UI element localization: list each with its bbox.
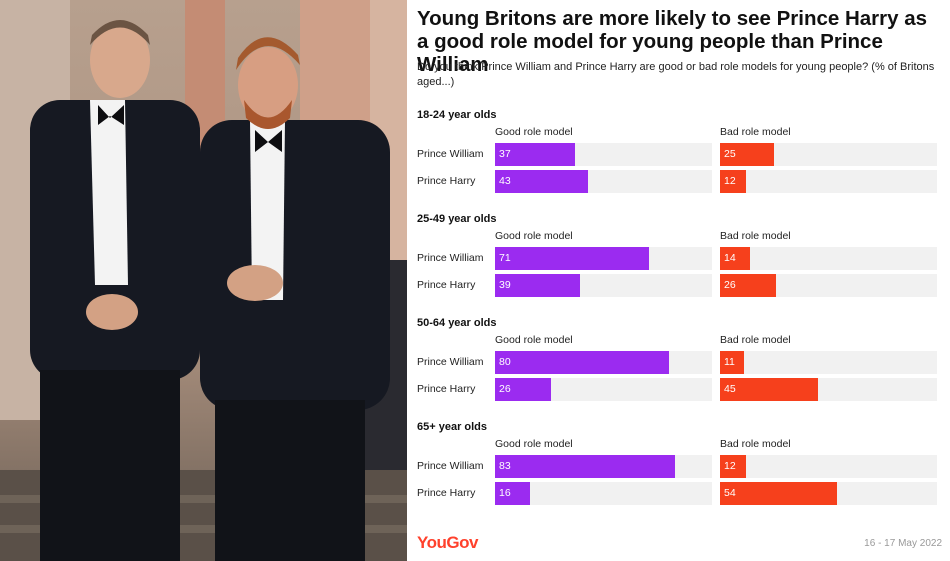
bar-good [495,351,669,374]
bar-bad [720,143,775,166]
bar-good [495,170,589,193]
row-label: Prince Harry [417,383,476,395]
value-label-bad: 11 [724,356,735,368]
bar-good [495,378,552,401]
value-label-bad: 45 [724,383,736,395]
yougov-logo: YouGov [417,533,478,552]
group-title: 18-24 year olds [417,109,497,121]
bar-good [495,274,580,297]
column-header-bad: Bad role model [720,230,791,242]
value-label-bad: 12 [724,175,736,187]
bar-bad [720,170,747,193]
value-label-bad: 26 [724,279,736,291]
row-label: Prince William [417,148,484,160]
row-label: Prince Harry [417,175,476,187]
bar-bad [720,378,818,401]
bar-good [495,143,576,166]
survey-date: 16 - 17 May 2022 [864,538,942,549]
photo-illustration [0,0,407,561]
chart-panel: Young Britons are more likely to see Pri… [417,0,942,561]
photo-princes [0,0,407,561]
value-label-bad: 54 [724,487,736,499]
bar-bad [720,274,777,297]
value-label-bad: 25 [724,148,736,160]
column-header-bad: Bad role model [720,126,791,138]
bar-bad [720,455,747,478]
bar-track-bad [720,351,937,374]
chart-title: Young Britons are more likely to see Pri… [417,7,928,76]
value-label-bad: 12 [724,460,736,472]
row-label: Prince Harry [417,279,476,291]
value-label-good: 16 [499,487,511,499]
bar-good [495,455,676,478]
group-title: 25-49 year olds [417,213,497,225]
chart-subtitle: Do you think Prince William and Prince H… [417,61,935,88]
column-header-good: Good role model [495,334,573,346]
value-label-good: 37 [499,148,511,160]
bar-bad [720,482,838,505]
value-label-good: 80 [499,356,511,368]
value-label-good: 39 [499,279,511,291]
column-header-good: Good role model [495,230,573,242]
bar-good [495,482,530,505]
column-header-good: Good role model [495,126,573,138]
bar-track-bad [720,455,937,478]
row-label: Prince Harry [417,487,476,499]
bar-track-bad [720,170,937,193]
bar-good [495,247,650,270]
value-label-bad: 14 [724,252,736,264]
value-label-good: 43 [499,175,511,187]
column-header-bad: Bad role model [720,334,791,346]
value-label-good: 71 [499,252,511,264]
bar-bad [720,247,751,270]
row-label: Prince William [417,460,484,472]
bar-track-bad [720,143,937,166]
column-header-good: Good role model [495,438,573,450]
column-header-bad: Bad role model [720,438,791,450]
value-label-good: 26 [499,383,511,395]
row-label: Prince William [417,356,484,368]
value-label-good: 83 [499,460,511,472]
bar-track-bad [720,247,937,270]
bar-bad [720,351,744,374]
row-label: Prince William [417,252,484,264]
bar-track-good [495,482,712,505]
group-title: 50-64 year olds [417,317,497,329]
group-title: 65+ year olds [417,421,488,433]
